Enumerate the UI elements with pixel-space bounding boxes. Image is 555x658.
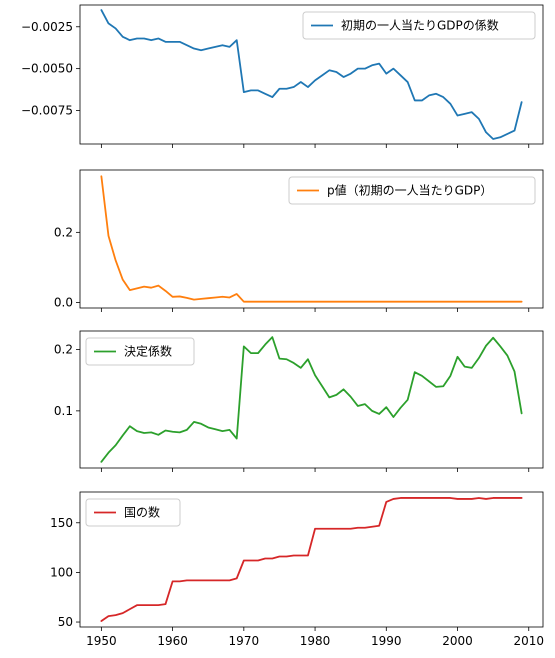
subplot-3: 0.1 0.2 決定係数 <box>54 330 544 472</box>
x-tick-label: 1990 <box>371 634 402 648</box>
x-tick-label: 1980 <box>300 634 331 648</box>
x-tick-label: 1960 <box>157 634 188 648</box>
y-tick-label: −0.0050 <box>21 62 73 76</box>
y-tick-label: 0.2 <box>54 342 73 356</box>
legend: 初期の一人当たりGDPの係数 <box>302 11 536 40</box>
subplot-2: 0.0 0.2 p値（初期の一人当たりGDP） <box>54 169 544 312</box>
legend: 国の数 <box>85 498 181 527</box>
y-tick-label: 100 <box>50 565 73 579</box>
legend-frame <box>85 498 181 527</box>
x-tick-label: 2010 <box>513 634 544 648</box>
axes-frame <box>79 330 544 469</box>
axes-frame <box>79 491 544 628</box>
series-line <box>100 175 523 303</box>
x-tick-label: 1950 <box>86 634 117 648</box>
subplot-1: −0.0075 −0.0050 −0.0025 初期の一人当たりGDPの係数 <box>21 4 544 148</box>
series-line <box>100 497 523 622</box>
legend-label: 国の数 <box>124 505 160 520</box>
legend-frame <box>288 176 536 205</box>
y-tick-label: 0.2 <box>54 225 73 239</box>
axes-frame <box>79 4 544 145</box>
x-tick-label: 2000 <box>442 634 473 648</box>
series-line <box>100 9 523 140</box>
legend: 決定係数 <box>85 337 195 366</box>
y-tick-label: 50 <box>58 615 73 629</box>
y-tick-label: −0.0025 <box>21 20 73 34</box>
subplot-4: 50 100 150 1950 1960 1970 1980 1990 2000 2010 国の数 <box>50 491 544 648</box>
legend-frame <box>302 11 536 40</box>
legend: p値（初期の一人当たりGDP） <box>288 176 536 205</box>
legend-label: 初期の一人当たりGDPの係数 <box>341 18 499 33</box>
series-line <box>100 336 523 463</box>
axes-frame <box>79 169 544 309</box>
legend-label: p値（初期の一人当たりGDP） <box>327 183 492 198</box>
x-tick-label: 1970 <box>229 634 260 648</box>
y-tick-label: 0.0 <box>54 295 73 309</box>
y-tick-label: 0.1 <box>54 404 73 418</box>
legend-frame <box>85 337 195 366</box>
legend-label: 決定係数 <box>124 344 172 359</box>
y-tick-label: −0.0075 <box>21 104 73 118</box>
y-tick-label: 150 <box>50 516 73 530</box>
